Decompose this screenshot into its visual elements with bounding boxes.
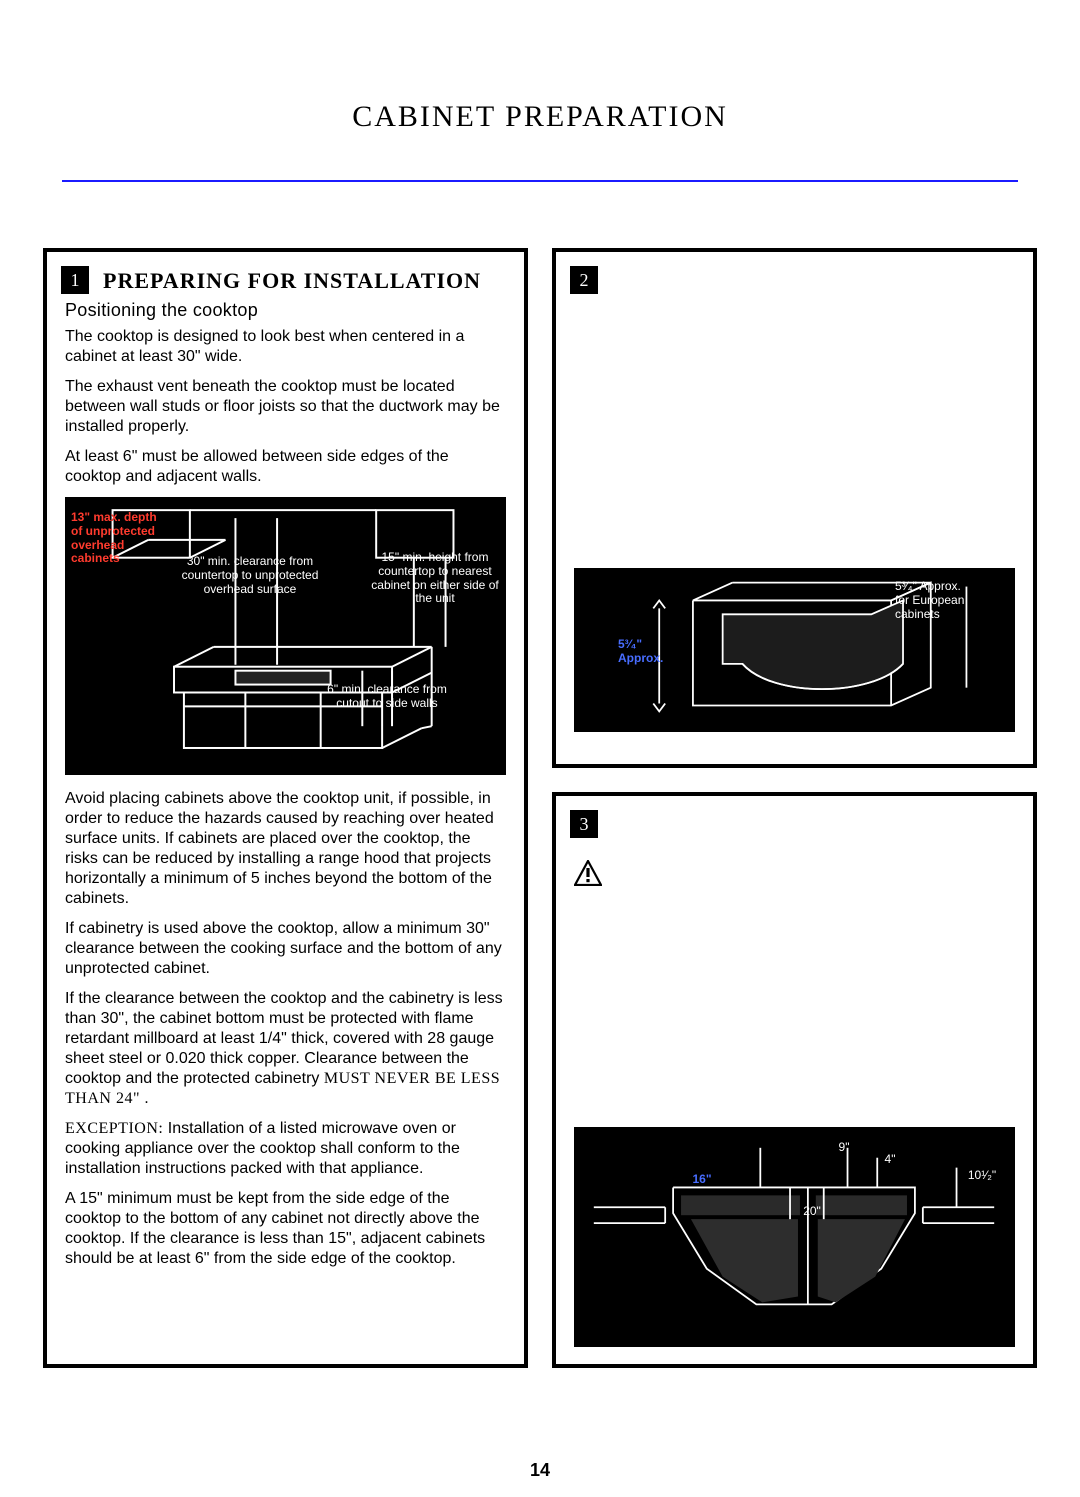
section-1-p7a: EXCEPTION:	[65, 1120, 163, 1137]
section-1-p5: If cabinetry is used above the cooktop, …	[65, 919, 506, 979]
section-1-subhead: Positioning the cooktop	[65, 300, 506, 321]
step-2-num: 2	[580, 270, 589, 291]
d1-top-center: 30" min. clearance from countertop to un…	[175, 555, 325, 596]
d2-blue-label: 5³⁄₄" Approx.	[618, 638, 678, 666]
top-rule	[62, 180, 1018, 182]
step-1-badge: 1	[61, 266, 89, 294]
step-1-num: 1	[71, 270, 80, 291]
d3-a: 9"	[824, 1141, 864, 1155]
section-3-body	[574, 891, 1015, 1127]
page-number: 14	[0, 1460, 1080, 1481]
warning-icon	[574, 860, 602, 886]
d3-right: 10¹⁄₂"	[952, 1169, 1012, 1183]
diagram-3-svg	[574, 1127, 1015, 1347]
section-3-box: 3	[552, 792, 1037, 1368]
section-1-heading: PREPARING FOR INSTALLATION	[103, 268, 506, 294]
step-2-badge: 2	[570, 266, 598, 294]
section-1-box: 1 PREPARING FOR INSTALLATION Positioning…	[43, 248, 528, 1368]
section-1-p6: If the clearance between the cooktop and…	[65, 989, 506, 1109]
d2-right-b: for European	[895, 593, 964, 607]
section-1-p7: EXCEPTION: Installation of a listed micr…	[65, 1119, 506, 1179]
section-1-p2: The exhaust vent beneath the cooktop mus…	[65, 377, 506, 437]
section-2-box: 2	[552, 248, 1037, 768]
d2-right-c: cabinets	[895, 607, 940, 621]
d3-mid: 20"	[792, 1205, 832, 1219]
d1-red-label: 13" max. depth of unprotected overhead c…	[71, 511, 159, 566]
section-1-p3: At least 6" must be allowed between side…	[65, 447, 506, 487]
section-2-body	[574, 268, 1015, 568]
section-1-p8: A 15" minimum must be kept from the side…	[65, 1189, 506, 1269]
d3-blue-label: 16"	[682, 1173, 722, 1187]
d3-b: 4"	[870, 1153, 910, 1167]
d2-right-a: 5³⁄₄" Approx.	[895, 579, 961, 593]
section-1-p1: The cooktop is designed to look best whe…	[65, 327, 506, 367]
step-3-num: 3	[580, 814, 589, 835]
diagram-2: 5³⁄₄" Approx. 5³⁄₄" Approx. for European…	[574, 568, 1015, 732]
step-3-badge: 3	[570, 810, 598, 838]
section-1-p4: Avoid placing cabinets above the cooktop…	[65, 789, 506, 909]
page-title: CABINET PREPARATION	[0, 100, 1080, 134]
d1-top-right: 15" min. height from countertop to neare…	[365, 551, 505, 606]
diagram-3: 16" 9" 4" 10¹⁄₂" 20"	[574, 1127, 1015, 1347]
diagram-1: 13" max. depth of unprotected overhead c…	[65, 497, 506, 775]
d1-bottom-right: 6" min. clearance from cutout to side wa…	[327, 683, 447, 711]
two-column-layout: 1 PREPARING FOR INSTALLATION Positioning…	[43, 248, 1037, 1368]
